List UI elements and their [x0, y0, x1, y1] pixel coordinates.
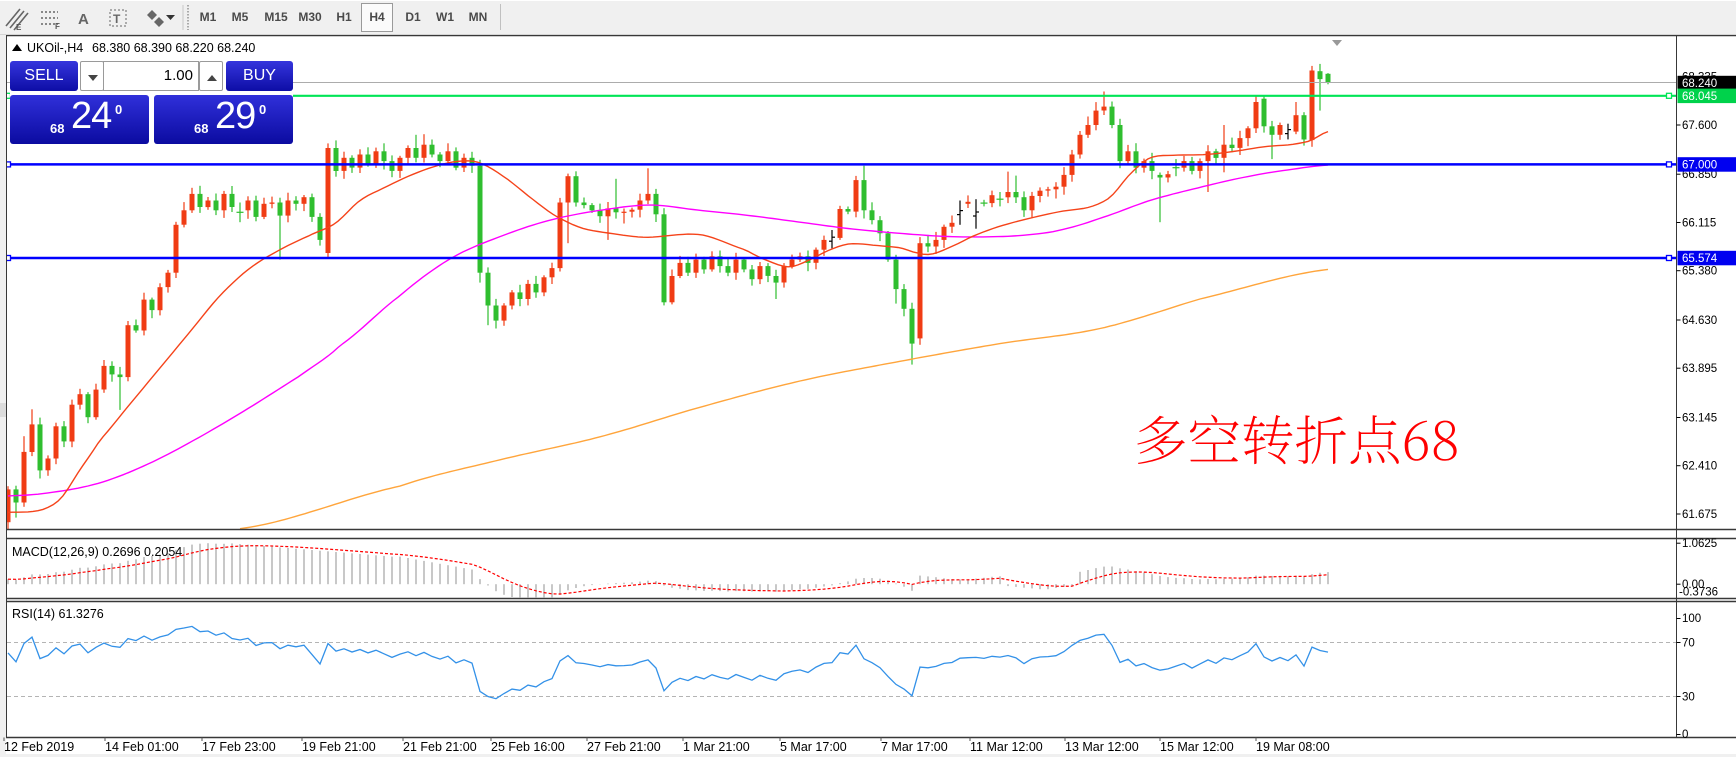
svg-text:62.410: 62.410 — [1682, 461, 1717, 473]
svg-text:61.675: 61.675 — [1682, 509, 1717, 521]
svg-text:UKOil-,H4: UKOil-,H4 — [27, 41, 83, 55]
svg-text:MACD(12,26,9) 0.2696 0.2054: MACD(12,26,9) 0.2696 0.2054 — [12, 545, 182, 559]
svg-text:1 Mar 21:00: 1 Mar 21:00 — [683, 740, 750, 754]
svg-text:25 Feb 16:00: 25 Feb 16:00 — [491, 740, 565, 754]
svg-text:63.145: 63.145 — [1682, 413, 1717, 425]
svg-text:19 Mar 08:00: 19 Mar 08:00 — [1256, 740, 1330, 754]
svg-text:13 Mar 12:00: 13 Mar 12:00 — [1065, 740, 1139, 754]
svg-text:7 Mar 17:00: 7 Mar 17:00 — [881, 740, 948, 754]
svg-text:F: F — [55, 22, 60, 31]
svg-text:65.574: 65.574 — [1682, 253, 1718, 265]
svg-text:21 Feb 21:00: 21 Feb 21:00 — [403, 740, 477, 754]
svg-text:68.380 68.390 68.220 68.240: 68.380 68.390 68.220 68.240 — [92, 41, 255, 55]
svg-text:64.630: 64.630 — [1682, 315, 1717, 327]
svg-text:15 Mar 12:00: 15 Mar 12:00 — [1160, 740, 1234, 754]
svg-text:1.0625: 1.0625 — [1682, 538, 1717, 550]
svg-text:67.600: 67.600 — [1682, 120, 1717, 132]
svg-text:17 Feb 23:00: 17 Feb 23:00 — [202, 740, 276, 754]
svg-text:RSI(14) 61.3276: RSI(14) 61.3276 — [12, 607, 104, 621]
svg-text:66.115: 66.115 — [1682, 218, 1716, 230]
svg-text:E: E — [16, 23, 22, 32]
svg-text:67.000: 67.000 — [1682, 159, 1717, 171]
svg-text:14 Feb 01:00: 14 Feb 01:00 — [105, 740, 179, 754]
svg-text:30: 30 — [1682, 692, 1695, 704]
svg-text:68.045: 68.045 — [1682, 91, 1717, 103]
svg-text:19 Feb 21:00: 19 Feb 21:00 — [302, 740, 376, 754]
svg-text:0: 0 — [1682, 729, 1688, 741]
svg-text:T: T — [113, 12, 121, 26]
svg-text:68.240: 68.240 — [1682, 78, 1717, 90]
svg-text:A: A — [78, 11, 89, 28]
svg-text:65.380: 65.380 — [1682, 266, 1717, 278]
svg-text:27 Feb 21:00: 27 Feb 21:00 — [587, 740, 661, 754]
svg-text:11 Mar 12:00: 11 Mar 12:00 — [970, 740, 1043, 754]
svg-text:100: 100 — [1682, 613, 1701, 625]
svg-text:5 Mar 17:00: 5 Mar 17:00 — [780, 740, 847, 754]
svg-text:70: 70 — [1682, 638, 1695, 650]
svg-text:63.895: 63.895 — [1682, 363, 1717, 375]
svg-text:-0.3736: -0.3736 — [1679, 587, 1718, 599]
svg-text:12 Feb 2019: 12 Feb 2019 — [4, 740, 74, 754]
